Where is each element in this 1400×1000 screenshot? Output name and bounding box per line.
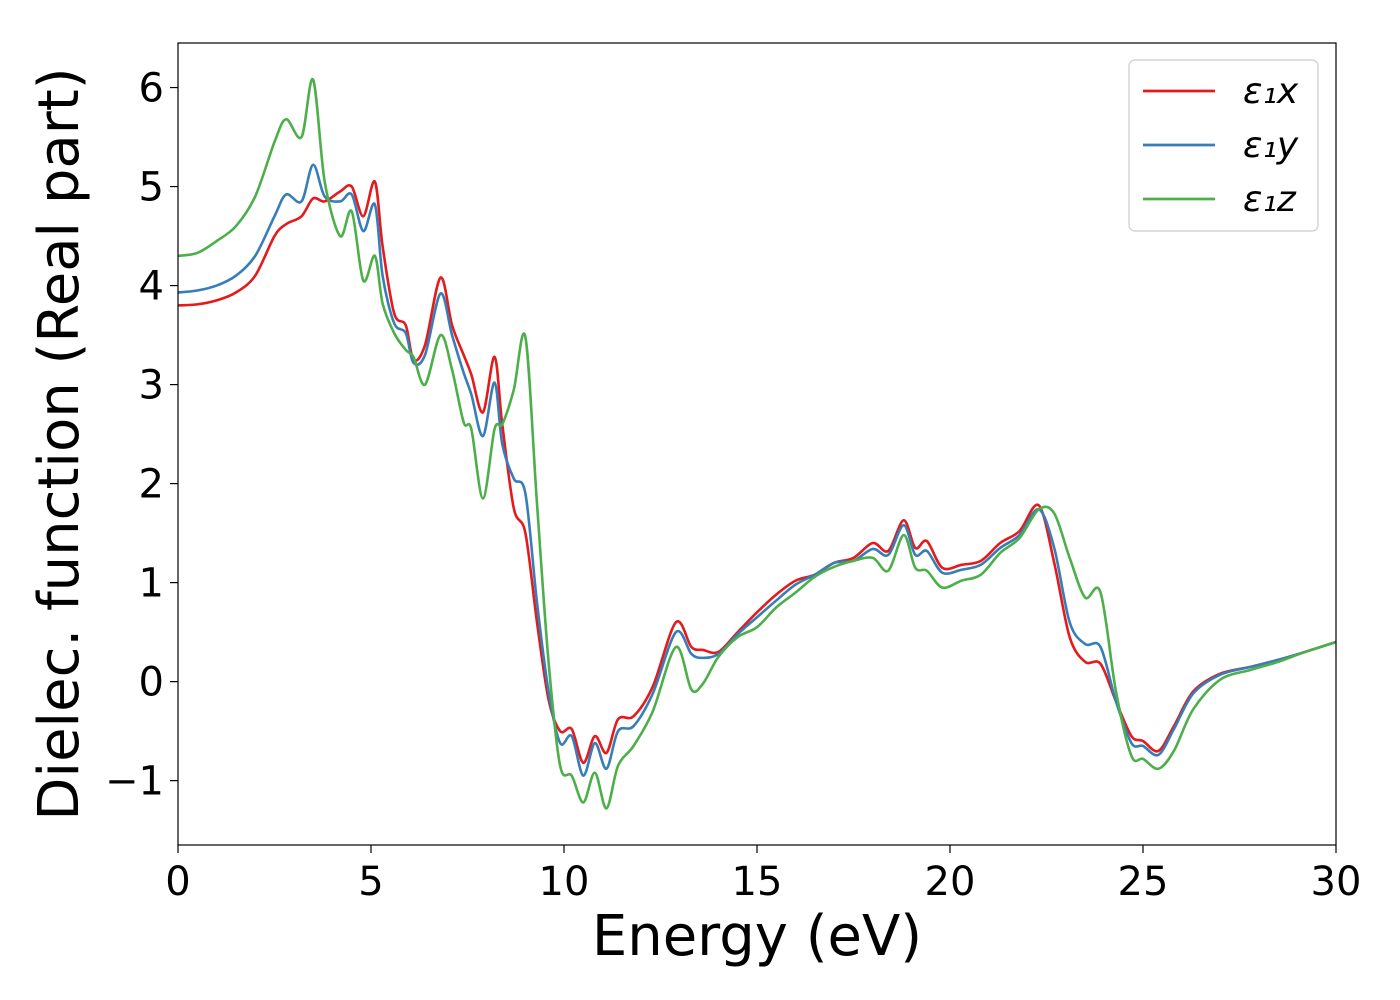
x-axis-ticks: 0 5 10 15 20 25 30	[165, 845, 1361, 905]
legend: ε₁x ε₁y ε₁z	[1128, 59, 1319, 232]
legend-label: ε₁x	[1243, 71, 1299, 112]
y-axis-ticks: −1 0 1 2 3 4 5 6	[105, 66, 178, 805]
y-axis-title: Dielec. function (Real part)	[27, 67, 92, 820]
plot-lines	[178, 78, 1336, 810]
x-tick-label: 0	[165, 859, 190, 905]
series-line-2	[178, 163, 1336, 777]
series-line-1	[178, 180, 1336, 765]
legend-label: ε₁y	[1243, 125, 1299, 166]
y-tick-label: 1	[139, 561, 164, 607]
x-tick-label: 15	[732, 859, 783, 905]
y-tick-label: 6	[139, 66, 164, 112]
x-tick-label: 5	[358, 859, 383, 905]
series-line-3	[178, 78, 1336, 810]
y-tick-label: 4	[139, 264, 164, 310]
y-tick-label: 5	[139, 165, 164, 211]
legend-label: ε₁z	[1243, 179, 1297, 220]
x-tick-label: 10	[539, 859, 590, 905]
x-tick-label: 25	[1118, 859, 1169, 905]
x-axis-title: Energy (eV)	[592, 904, 922, 969]
y-tick-label: 0	[139, 660, 164, 706]
x-tick-label: 20	[925, 859, 976, 905]
y-tick-label: −1	[105, 759, 164, 805]
x-tick-label: 30	[1311, 859, 1362, 905]
y-tick-label: 2	[139, 462, 164, 508]
legend-box	[1128, 59, 1319, 232]
y-tick-label: 3	[139, 363, 164, 409]
